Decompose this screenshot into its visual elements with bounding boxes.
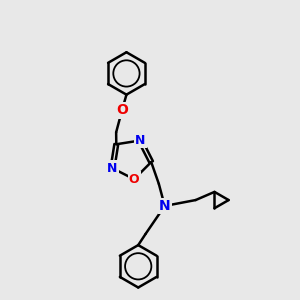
Text: N: N	[159, 199, 170, 213]
Text: O: O	[116, 103, 128, 117]
Text: O: O	[129, 173, 140, 186]
Text: N: N	[135, 134, 146, 147]
Text: N: N	[107, 162, 118, 175]
